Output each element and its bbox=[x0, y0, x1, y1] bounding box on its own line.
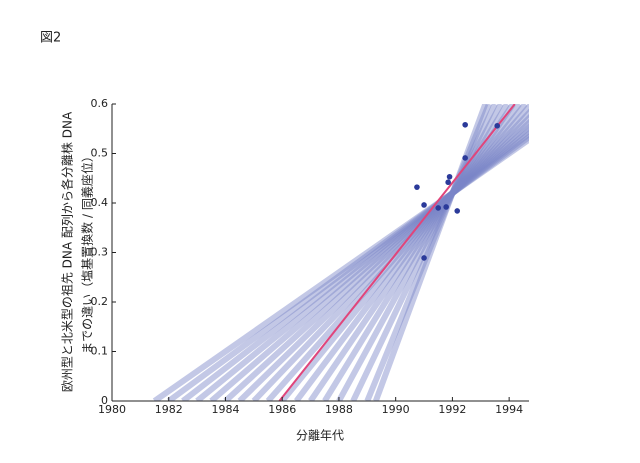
bootstrap-line bbox=[364, 104, 492, 401]
data-point bbox=[462, 121, 468, 128]
data-point bbox=[445, 179, 451, 186]
y-tick-label: 0 bbox=[101, 394, 108, 407]
regression-line bbox=[278, 104, 516, 401]
y-tick-label: 0.4 bbox=[91, 196, 109, 209]
bootstrap-line bbox=[152, 135, 529, 401]
data-point bbox=[414, 184, 420, 190]
figure-label: 図2 bbox=[40, 31, 61, 46]
bootstrap-line bbox=[373, 104, 489, 401]
plot-area bbox=[152, 104, 529, 401]
bootstrap-line bbox=[223, 118, 529, 401]
x-tick-label: 1992 bbox=[438, 403, 466, 416]
x-tick-label: 1988 bbox=[325, 403, 353, 416]
y-tick-label: 0.1 bbox=[91, 345, 109, 358]
x-axis-label: 分離年代 bbox=[296, 429, 344, 443]
bootstrap-line bbox=[308, 104, 516, 401]
data-point bbox=[454, 208, 461, 214]
y-tick-label: 0.5 bbox=[91, 147, 109, 160]
bootstrap-line bbox=[209, 123, 529, 401]
x-tick-label: 1980 bbox=[98, 403, 126, 416]
bootstrap-line bbox=[237, 113, 529, 401]
x-tick-label: 1986 bbox=[268, 403, 296, 416]
y-tick-label: 0.2 bbox=[91, 295, 109, 308]
data-point bbox=[494, 122, 501, 129]
data-point bbox=[443, 204, 449, 210]
bootstrap-line bbox=[166, 133, 529, 401]
bootstrap-line bbox=[293, 104, 522, 401]
bootstrap-line bbox=[336, 104, 504, 401]
data-point bbox=[446, 173, 453, 180]
x-tick-label: 1990 bbox=[382, 403, 410, 416]
data-point bbox=[421, 255, 427, 261]
data-point bbox=[435, 205, 442, 211]
y-axis-label: 欧州型と北米型の祖先 DNA 配列から各分離株 DNA bbox=[60, 111, 75, 392]
bootstrap-line bbox=[279, 104, 528, 401]
x-tick-label: 1984 bbox=[211, 403, 239, 416]
data-point bbox=[421, 202, 427, 208]
y-tick-label: 0.3 bbox=[91, 246, 109, 259]
bootstrap-line bbox=[195, 126, 529, 401]
bootstrap-line bbox=[350, 104, 498, 401]
y-tick-label: 0.6 bbox=[91, 97, 109, 110]
bootstrap-line bbox=[251, 108, 529, 401]
y-axis-label: までの違い（塩基置換数 / 同義座位） bbox=[80, 150, 95, 354]
bootstrap-line bbox=[181, 130, 529, 401]
x-tick-label: 1982 bbox=[155, 403, 183, 416]
x-tick-label: 1994 bbox=[495, 403, 523, 416]
bootstrap-line bbox=[265, 104, 529, 401]
data-point bbox=[462, 155, 468, 161]
